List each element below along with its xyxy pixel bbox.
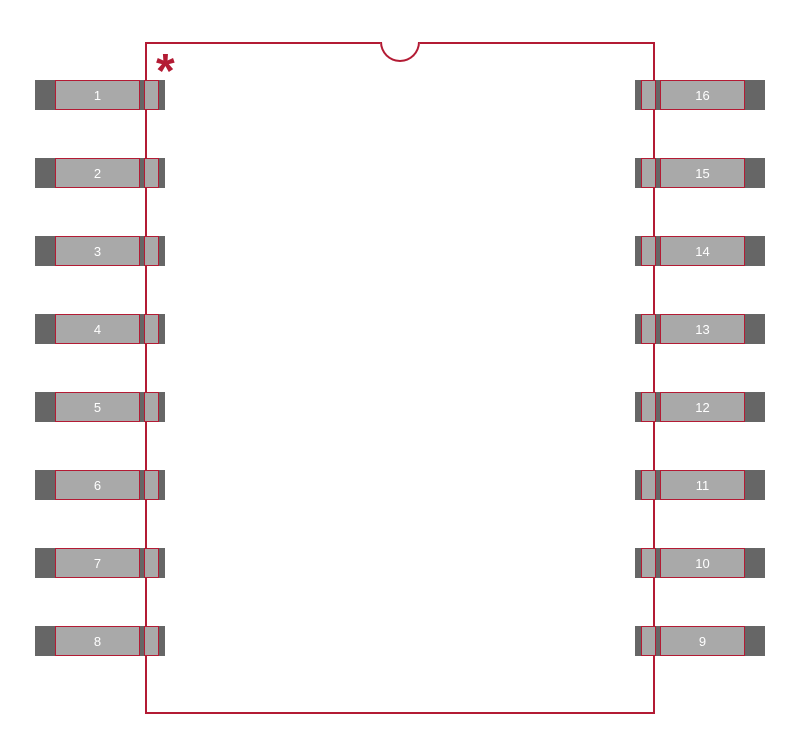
- pin-6-inner-tab: [144, 470, 159, 500]
- pin-4-inner-tab: [144, 314, 159, 344]
- pin-12-inner-tab: [641, 392, 656, 422]
- pin-4-number-box: 4: [55, 314, 140, 344]
- pin-2-inner-tab: [144, 158, 159, 188]
- pin-6-number-box: 6: [55, 470, 140, 500]
- ic-footprint-diagram: *12345678161514131211109: [0, 0, 800, 739]
- pin-8-inner-tab: [144, 626, 159, 656]
- pin-12-number-box: 12: [660, 392, 745, 422]
- pin-10-inner-tab: [641, 548, 656, 578]
- pin-9-inner-tab: [641, 626, 656, 656]
- pin-14-number-box: 14: [660, 236, 745, 266]
- pin-1-inner-tab: [144, 80, 159, 110]
- pin-11-number-box: 11: [660, 470, 745, 500]
- pin-2-number-box: 2: [55, 158, 140, 188]
- pin-9-number-box: 9: [660, 626, 745, 656]
- pin-13-inner-tab: [641, 314, 656, 344]
- pin-10-number-box: 10: [660, 548, 745, 578]
- pin-3-number-box: 3: [55, 236, 140, 266]
- ic-body-outline: [145, 42, 655, 714]
- pin-7-inner-tab: [144, 548, 159, 578]
- pin-15-number-box: 15: [660, 158, 745, 188]
- pin-8-number-box: 8: [55, 626, 140, 656]
- pin-13-number-box: 13: [660, 314, 745, 344]
- pin-15-inner-tab: [641, 158, 656, 188]
- pin-16-inner-tab: [641, 80, 656, 110]
- pin-5-inner-tab: [144, 392, 159, 422]
- pin-5-number-box: 5: [55, 392, 140, 422]
- pin-1-number-box: 1: [55, 80, 140, 110]
- pin-7-number-box: 7: [55, 548, 140, 578]
- pin-14-inner-tab: [641, 236, 656, 266]
- pin-16-number-box: 16: [660, 80, 745, 110]
- pin-3-inner-tab: [144, 236, 159, 266]
- pin-11-inner-tab: [641, 470, 656, 500]
